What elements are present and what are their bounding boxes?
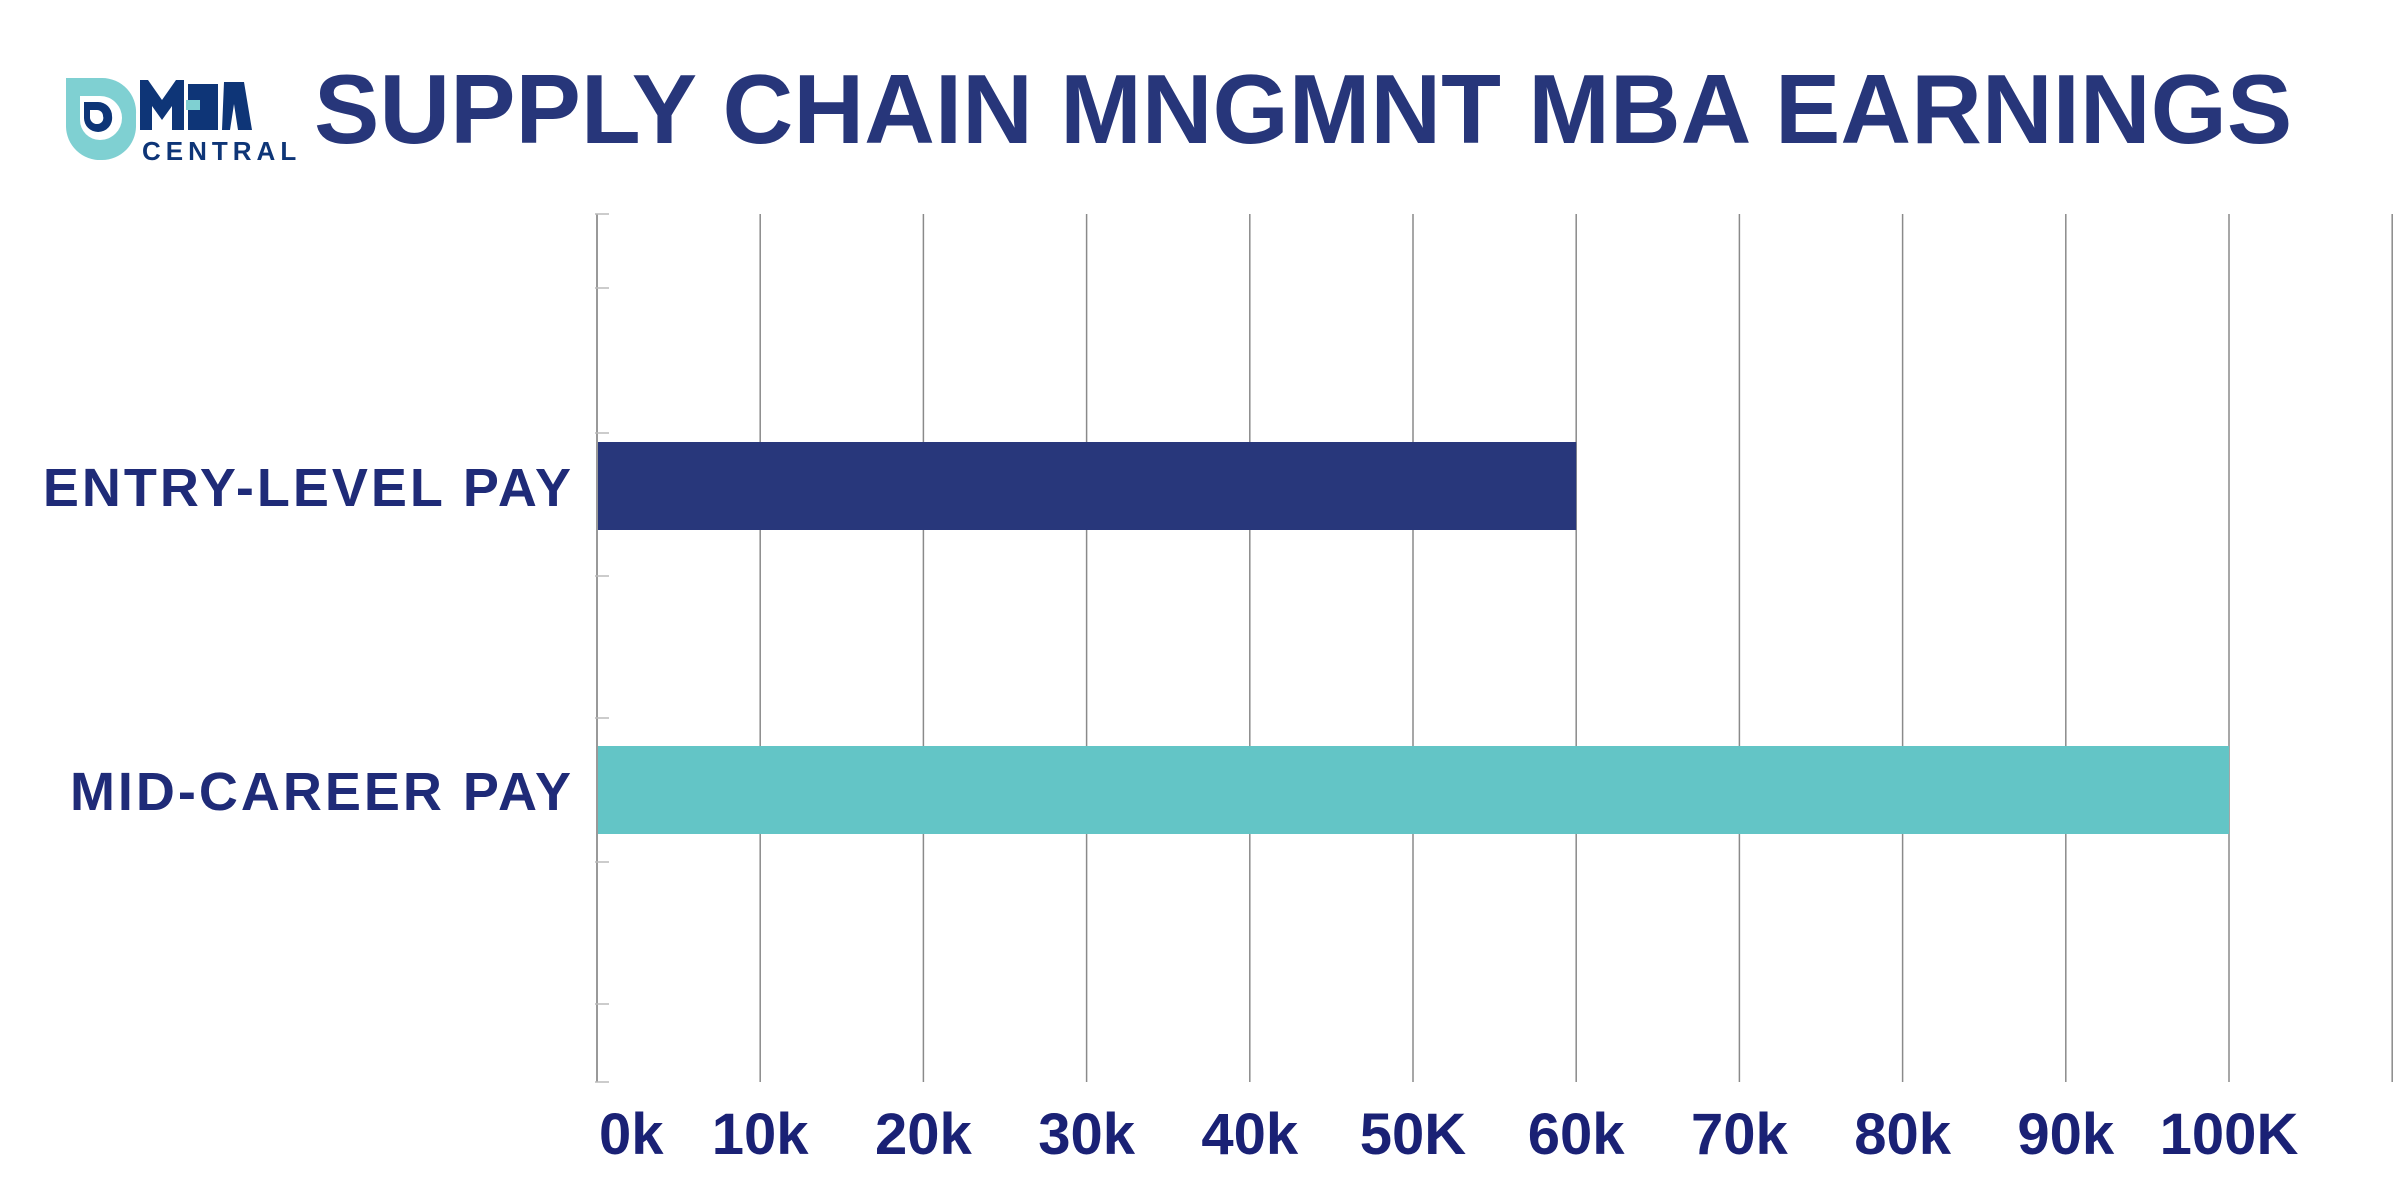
x-tick-label: 80k [1854,1102,1952,1167]
logo-text: CENTRAL [142,136,298,164]
bar-mid-career-pay [597,746,2229,834]
x-tick-label: 60k [1528,1102,1626,1167]
x-tick-label: 90k [2017,1102,2115,1167]
category-label: ENTRY-LEVEL PAY [43,458,574,518]
x-tick-label: 20k [875,1102,973,1167]
bar-entry-level-pay [597,442,1577,530]
x-tick-label: 50K [1360,1102,1467,1167]
x-tick-label: 30k [1038,1102,1136,1167]
x-tick-label: 0k [599,1102,664,1167]
x-tick-label: 70k [1691,1102,1789,1167]
chart-title: SUPPLY CHAIN MNGMNT MBA EARNINGS [314,54,2293,164]
x-tick-label: 10k [712,1102,810,1167]
category-label: MID-CAREER PAY [70,762,574,822]
x-tick-label: 40k [1201,1102,1299,1167]
mba-central-logo: CENTRAL [65,77,298,164]
x-tick-label: 100K [2160,1102,2299,1167]
